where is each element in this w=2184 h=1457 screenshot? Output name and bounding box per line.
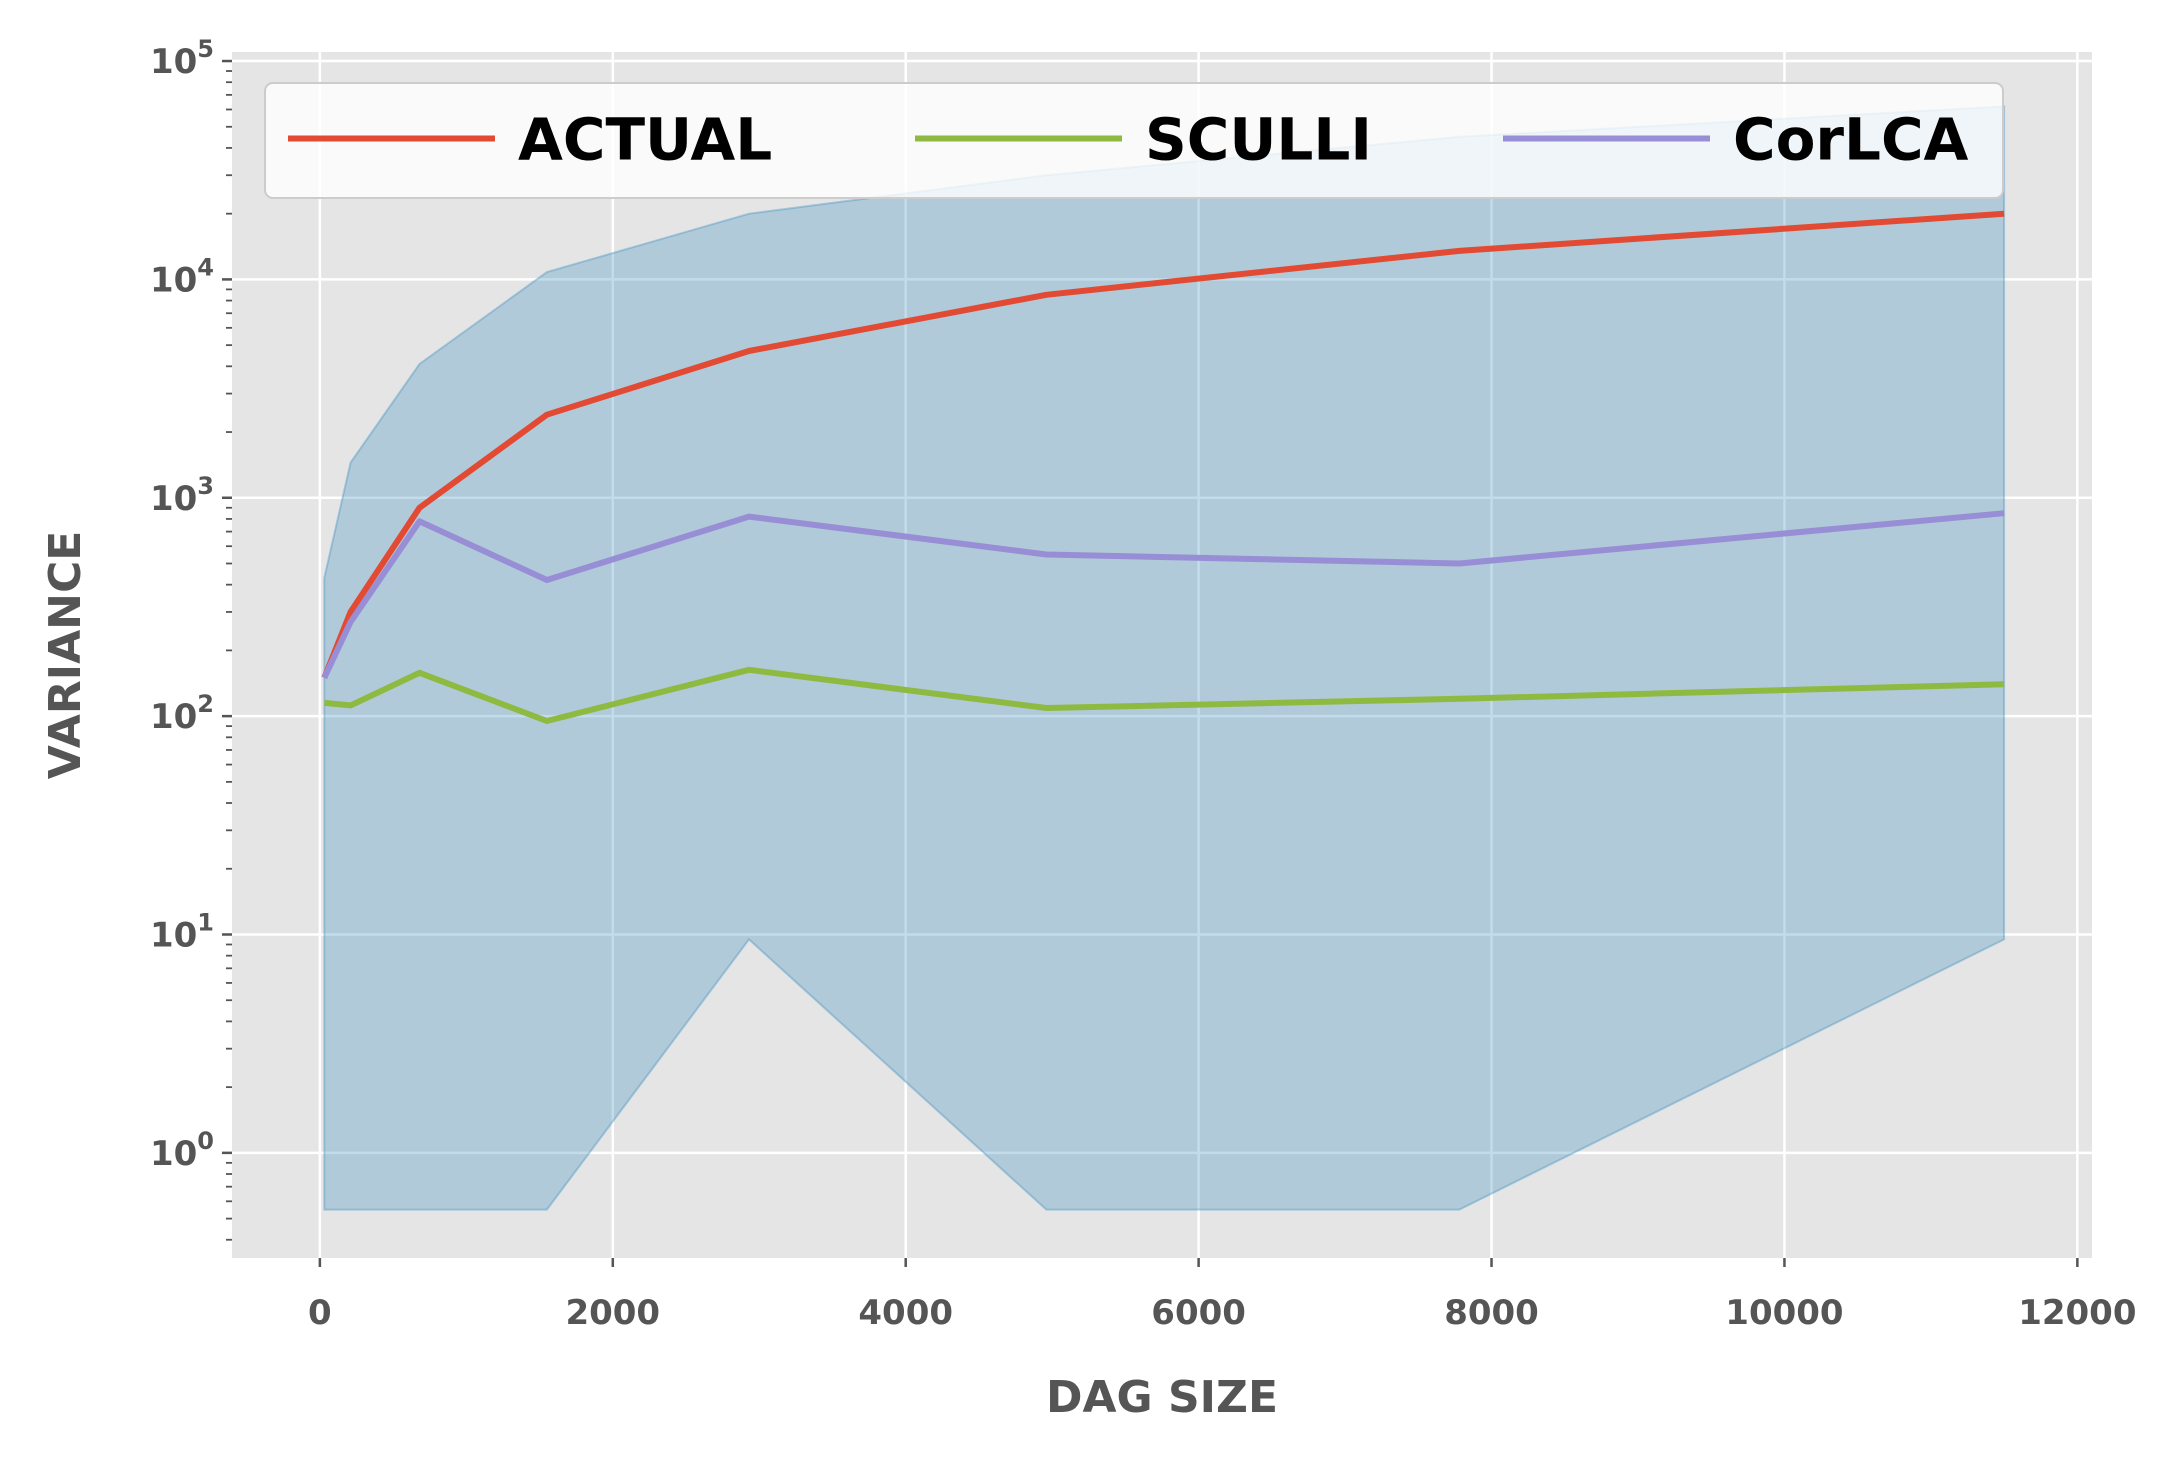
range-band [323, 105, 2006, 1211]
plot-area [232, 52, 2092, 1258]
grid-lines [232, 52, 2092, 1258]
y-tick-label: 100 [150, 1127, 214, 1174]
legend: ACTUAL SCULLI CorLCA [264, 82, 2004, 199]
x-axis-title: DAG SIZE [1046, 1372, 1278, 1423]
y-tick-label: 102 [150, 690, 214, 737]
y-tick-exponent: 1 [197, 908, 214, 936]
x-tick-label: 2000 [565, 1293, 660, 1333]
y-tick-label: 105 [150, 35, 214, 82]
x-tick-label: 10000 [1725, 1293, 1843, 1333]
y-tick-base: 10 [150, 1134, 197, 1174]
series-line-corlca [321, 510, 2005, 679]
series-line-sculli [324, 666, 2005, 724]
variance-range-band [323, 105, 2006, 1211]
y-tick-exponent: 0 [197, 1127, 214, 1155]
y-tick-base: 10 [150, 915, 197, 955]
x-axis-ticks: 0 2000 4000 6000 8000 10000 12000 [308, 1258, 2137, 1333]
y-tick-label: 101 [150, 908, 214, 955]
x-tick-label: 6000 [1151, 1293, 1246, 1333]
legend-label-actual: ACTUAL [518, 106, 772, 174]
y-tick-exponent: 3 [197, 472, 214, 500]
legend-box [264, 82, 2004, 199]
x-tick-label: 12000 [2018, 1293, 2136, 1333]
x-tick-label: 4000 [858, 1293, 953, 1333]
y-tick-label: 103 [150, 472, 214, 519]
y-tick-exponent: 5 [197, 35, 214, 63]
y-tick-base: 10 [150, 479, 197, 519]
legend-label-sculli: SCULLI [1145, 106, 1372, 174]
y-tick-exponent: 2 [197, 690, 214, 718]
y-tick-exponent: 4 [197, 253, 214, 281]
y-tick-label: 104 [150, 253, 214, 300]
y-axis-title: VARIANCE [40, 531, 91, 780]
series-line-actual [321, 210, 2005, 679]
x-tick-label: 0 [308, 1293, 332, 1333]
y-tick-base: 10 [150, 42, 197, 82]
legend-label-corlca: CorLCA [1733, 106, 1969, 174]
y-tick-base: 10 [150, 260, 197, 300]
y-tick-base: 10 [150, 697, 197, 737]
series-lines [321, 210, 2005, 724]
x-tick-label: 8000 [1444, 1293, 1539, 1333]
